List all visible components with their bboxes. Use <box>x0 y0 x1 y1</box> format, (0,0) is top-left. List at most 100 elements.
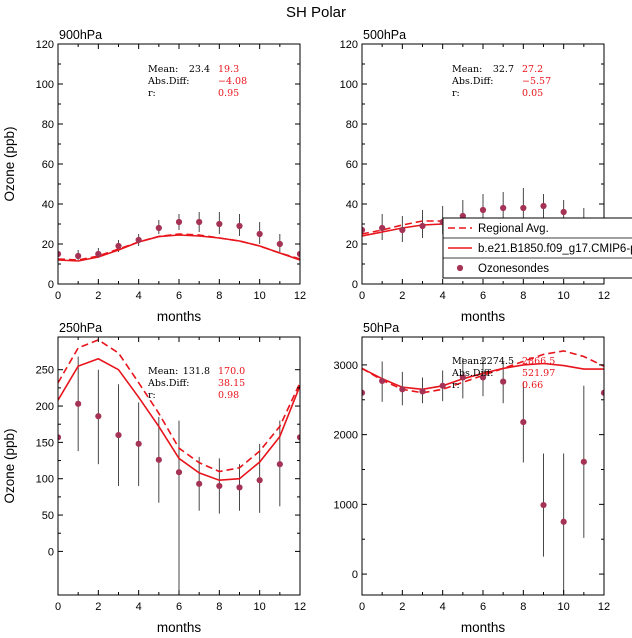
ozonesonde-point <box>379 377 386 385</box>
y-tick-label: 0 <box>48 546 54 558</box>
ozonesonde-point <box>155 456 162 463</box>
y-tick-label: 150 <box>36 437 54 449</box>
ozonesonde-point <box>95 250 102 258</box>
ozonesonde-point <box>58 250 62 258</box>
legend-swatch-point <box>456 264 464 272</box>
regional-avg-line <box>58 233 300 261</box>
ozonesonde-point <box>58 434 62 441</box>
x-axis-label: months <box>157 309 202 324</box>
obs-mean: 32.7 <box>493 64 514 75</box>
ozonesonde-point <box>196 218 203 226</box>
ozonesonde-point <box>520 204 527 212</box>
x-tick-label: 6 <box>480 290 486 302</box>
abs-diff-value: −5.57 <box>522 76 551 87</box>
y-tick-label: 50 <box>42 510 54 522</box>
y-tick-label: 60 <box>42 159 54 171</box>
ozonesonde-point <box>175 218 183 226</box>
ozonesonde-point <box>296 250 300 258</box>
y-axis-label: Ozone (ppb) <box>2 428 17 503</box>
obs-mean: 131.8 <box>183 366 210 377</box>
legend: Regional Avg. b.e21.B1850.f09_g17.CMIP6-p… <box>442 217 632 279</box>
x-axis-label: months <box>461 620 506 635</box>
x-tick-label: 12 <box>294 601 306 613</box>
y-tick-label: 250 <box>36 365 54 377</box>
ozonesonde-point <box>135 236 142 244</box>
ozonesonde-point <box>296 434 300 441</box>
stats-box: Mean:Abs.Diff:r: 131.8 170.038.150.98 <box>147 366 245 401</box>
y-tick-label: 40 <box>42 199 54 211</box>
x-tick-label: 12 <box>598 290 610 302</box>
y-tick-label: 80 <box>42 119 54 131</box>
x-tick-label: 0 <box>359 601 365 613</box>
stats-label: r: <box>452 88 460 99</box>
panel-title: 900hPa <box>59 28 102 42</box>
ozonesonde-point <box>276 240 283 248</box>
stats-label: Mean: <box>452 64 482 75</box>
stats-label: Abs.Diff: <box>451 76 493 87</box>
model-line <box>58 234 300 262</box>
x-axis-label: months <box>461 309 506 324</box>
panel-50hPa: 0 2 4 6 8 10 12 0 1000 2000 3000 50hPa months Mean:Ab… <box>334 321 611 635</box>
ozonesonde-point <box>500 204 507 212</box>
ozonesonde-point <box>419 388 426 395</box>
panel-500hPa: 0 2 4 6 8 10 12020406080100120500hPamonthsMean… <box>340 28 610 324</box>
x-tick-label: 4 <box>440 601 446 613</box>
ozonesonde-point <box>540 202 547 210</box>
ozonesonde-point <box>236 222 243 230</box>
figure-title: SH Polar <box>286 4 346 21</box>
ozonesonde-point <box>75 252 82 260</box>
ozonesonde-point <box>419 222 426 230</box>
plot-area <box>362 350 604 594</box>
panel-title: 50hPa <box>363 321 399 335</box>
y-tick-label: 200 <box>36 401 54 413</box>
legend-label: Ozonesondes <box>478 263 549 275</box>
x-tick-label: 8 <box>520 290 526 302</box>
stats-label: Mean: <box>452 356 482 367</box>
y-tick-label: 40 <box>346 199 358 211</box>
ozonesonde-point <box>75 400 82 407</box>
y-tick-label: 0 <box>48 279 54 291</box>
panel-250hPa: 0 2 4 6 8 10 12 0 50 100 150 200 250 250hPa months Ozon… <box>2 321 306 635</box>
ozonesonde-point <box>560 518 567 525</box>
abs-diff-value: 521.97 <box>522 368 555 379</box>
x-tick-label: 2 <box>95 290 101 302</box>
ozonesonde-point <box>399 226 406 234</box>
model-mean: 170.0 <box>218 366 245 377</box>
x-tick-label: 8 <box>520 601 526 613</box>
panel-title: 500hPa <box>363 28 406 42</box>
x-tick-label: 12 <box>294 290 306 302</box>
r-value: 0.05 <box>522 88 543 99</box>
y-tick-label: 100 <box>36 79 54 91</box>
ozonesonde-point <box>256 230 263 238</box>
ozonesonde-point <box>600 389 604 396</box>
x-tick-label: 0 <box>359 290 365 302</box>
x-tick-label: 8 <box>216 601 222 613</box>
abs-diff-value: 38.15 <box>218 378 245 389</box>
x-tick-label: 10 <box>254 601 266 613</box>
ozonesonde-point <box>155 224 162 232</box>
stats-label: Mean: <box>148 64 178 75</box>
model-mean: 2866.5 <box>522 356 555 367</box>
obs-mean: 23.4 <box>189 64 210 75</box>
ozonesonde-point <box>216 220 223 228</box>
x-tick-label: 12 <box>598 601 610 613</box>
r-value: 0.98 <box>218 390 239 401</box>
x-tick-label: 2 <box>95 601 101 613</box>
ozonesonde-point <box>399 386 406 393</box>
r-value: 0.66 <box>522 380 543 391</box>
ozonesonde-point <box>216 482 223 490</box>
x-tick-label: 6 <box>176 290 182 302</box>
y-tick-label: 20 <box>346 239 358 251</box>
legend-label: b.e21.B1850.f09_g17.CMIP6-p <box>478 243 632 255</box>
r-value: 0.95 <box>218 88 239 99</box>
y-tick-label: 120 <box>36 39 54 51</box>
ozonesonde-point <box>479 206 487 214</box>
y-tick-label: 100 <box>340 79 358 91</box>
ozonesonde-point <box>256 477 263 484</box>
y-tick-label: 100 <box>36 474 54 486</box>
x-tick-label: 4 <box>136 601 142 613</box>
ozonesonde-point <box>379 224 386 232</box>
model-mean: 19.3 <box>218 64 239 75</box>
legend-label: Regional Avg. <box>478 223 549 235</box>
